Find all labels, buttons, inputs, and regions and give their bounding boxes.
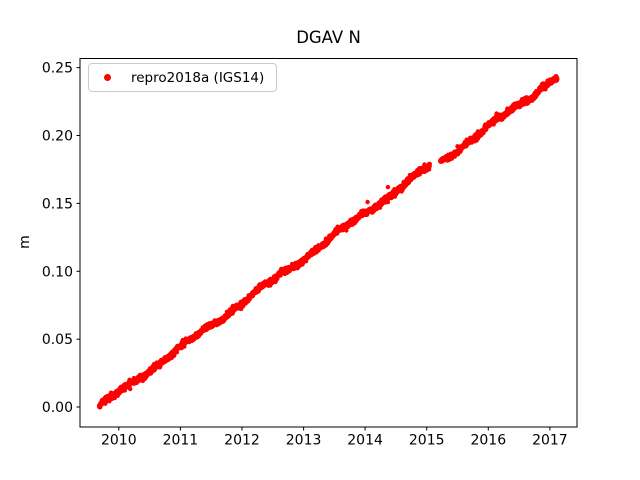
y-axis-tick-label: 0.20 [42, 129, 73, 145]
legend-label: repro2018a (IGS14) [131, 69, 265, 86]
scatter-series [96, 74, 560, 410]
x-axis-tick-label: 2015 [409, 433, 445, 449]
x-axis-tick-label: 2014 [347, 433, 383, 449]
chart-title: DGAV N [296, 28, 361, 47]
y-axis-tick-label: 0.00 [42, 400, 73, 416]
y-axis-tick-label: 0.05 [42, 332, 73, 348]
x-axis-tick-label: 2012 [224, 433, 260, 449]
x-axis-tick-label: 2010 [101, 433, 137, 449]
axes-frame [79, 58, 578, 428]
x-axis-tick-label: 2011 [163, 433, 199, 449]
y-axis-tick-label: 0.15 [42, 196, 73, 212]
scatter-outlier-point [365, 199, 370, 205]
y-axis-label: m [17, 235, 33, 249]
y-axis-tick-label: 0.10 [42, 264, 73, 280]
legend-marker-dot-icon [104, 74, 111, 81]
scatter-outlier-point [385, 184, 391, 190]
x-axis-tick-label: 2016 [470, 433, 506, 449]
legend: repro2018a (IGS14) [88, 63, 277, 92]
x-axis-tick-label: 2017 [532, 433, 568, 449]
y-axis-tick-label: 0.25 [42, 61, 73, 77]
x-axis-tick-label: 2013 [286, 433, 322, 449]
